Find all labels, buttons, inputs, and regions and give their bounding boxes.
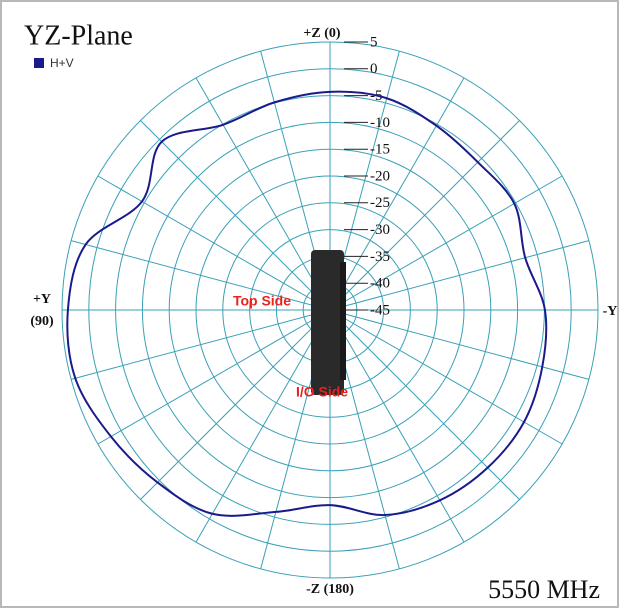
chart-title: YZ-Plane: [24, 20, 133, 51]
plot: [66, 90, 548, 517]
legend-label: H+V: [50, 56, 74, 70]
ring: [168, 148, 492, 472]
ring: [141, 121, 519, 499]
r-tick-label: 5: [370, 34, 378, 50]
r-tick-label: -35: [370, 249, 390, 265]
direction-label: (90): [30, 314, 54, 329]
ring: [195, 175, 465, 445]
r-tick-label: -20: [370, 168, 390, 184]
ring: [222, 202, 438, 418]
ring: [61, 41, 599, 579]
device: [311, 250, 344, 395]
direction-label: +Z (0): [303, 26, 340, 41]
device-label: I/O Side: [296, 384, 348, 400]
r-tick-label: -15: [370, 142, 390, 158]
device-label: Top Side: [233, 293, 291, 309]
annotation: 5550 MHz: [488, 575, 600, 604]
polar-grid: 50-5-10-15-20-25-30-35-40-45: [61, 34, 599, 579]
r-tick-label: -30: [370, 222, 390, 238]
r-tick-label: -25: [370, 195, 390, 211]
r-tick-label: -45: [370, 302, 390, 318]
ring: [88, 68, 572, 552]
direction-label: -Y: [603, 304, 618, 319]
trace: [66, 90, 548, 517]
direction-label: +Y: [33, 292, 51, 307]
r-tick-label: -40: [370, 276, 390, 292]
r-tick-label: -10: [370, 115, 390, 131]
r-tick-label: 0: [370, 61, 378, 77]
legend-swatch: [34, 58, 44, 68]
direction-label: -Z (180): [306, 582, 354, 597]
device-side: [340, 262, 346, 380]
